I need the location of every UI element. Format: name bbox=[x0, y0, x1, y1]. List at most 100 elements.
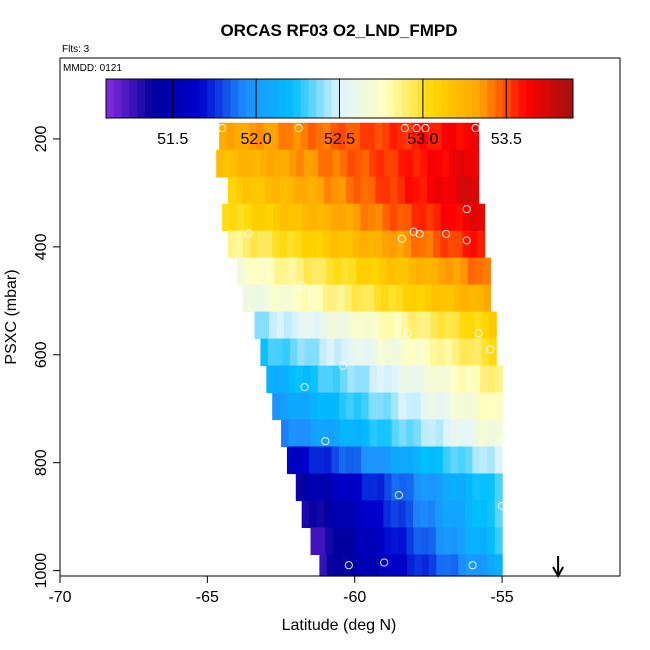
heatmap-cell bbox=[487, 365, 496, 394]
heatmap-cell bbox=[294, 392, 303, 421]
heatmap-cell bbox=[241, 122, 250, 151]
heatmap-cell bbox=[331, 203, 340, 232]
colorbar-swatch bbox=[214, 79, 224, 118]
heatmap-cell bbox=[242, 284, 251, 313]
heatmap-cell bbox=[325, 419, 334, 448]
heatmap-cell bbox=[323, 230, 332, 259]
heatmap-cell bbox=[326, 338, 335, 367]
colorbar-tick-label: 52.0 bbox=[241, 131, 272, 148]
heatmap-cell bbox=[305, 311, 314, 340]
heatmap-cell bbox=[303, 365, 312, 394]
heatmap-cell bbox=[348, 338, 357, 367]
colorbar-swatch bbox=[269, 79, 278, 118]
sample-point bbox=[321, 437, 330, 446]
sample-point bbox=[400, 124, 409, 133]
heatmap-cell bbox=[310, 473, 319, 502]
colorbar-swatch bbox=[502, 79, 512, 118]
heatmap-cell bbox=[465, 365, 474, 394]
heatmap-cell bbox=[251, 203, 260, 232]
heatmap-cell bbox=[427, 149, 436, 178]
heatmap-cell bbox=[356, 257, 365, 286]
heatmap-cell bbox=[313, 311, 322, 340]
colorbar-swatch bbox=[526, 79, 535, 118]
heatmap-cell bbox=[408, 311, 417, 340]
sample-point bbox=[380, 558, 389, 567]
colorbar-swatch bbox=[261, 79, 270, 118]
heatmap-cell bbox=[294, 203, 303, 232]
heatmap-cell bbox=[360, 176, 369, 205]
heatmap-cell bbox=[267, 149, 276, 178]
heatmap-cell bbox=[439, 284, 448, 313]
heatmap-cell bbox=[264, 284, 273, 313]
colorbar-swatch bbox=[285, 79, 294, 118]
heatmap-cell bbox=[469, 230, 478, 259]
heatmap-cell bbox=[376, 473, 385, 502]
sample-point bbox=[442, 229, 451, 238]
heatmap-cell bbox=[494, 500, 503, 529]
colorbar-swatch bbox=[277, 79, 286, 118]
heatmap-cell bbox=[236, 257, 245, 286]
heatmap-cell bbox=[287, 203, 296, 232]
heatmap-cell bbox=[435, 392, 444, 421]
heatmap-cell bbox=[458, 554, 467, 577]
heatmap-cell bbox=[438, 257, 447, 286]
heatmap-cell bbox=[494, 446, 503, 475]
heatmap-cell bbox=[324, 392, 333, 421]
heatmap-cell bbox=[450, 419, 459, 448]
heatmap-cell bbox=[367, 203, 376, 232]
heatmap-cell bbox=[472, 392, 481, 421]
heatmap-cell bbox=[353, 446, 362, 475]
heatmap-cell bbox=[258, 203, 267, 232]
heatmap-cell bbox=[435, 446, 444, 475]
heatmap-cell bbox=[325, 527, 334, 556]
heatmap-cell bbox=[383, 446, 392, 475]
heatmap-cell bbox=[303, 473, 312, 502]
heatmap-cell bbox=[325, 365, 334, 394]
heatmap-cell bbox=[309, 176, 318, 205]
heatmap-cell bbox=[413, 500, 422, 529]
heatmap-cell bbox=[457, 473, 466, 502]
heatmap-cell bbox=[450, 554, 459, 577]
heatmap-cell bbox=[406, 419, 415, 448]
colorbar-swatch bbox=[292, 79, 302, 118]
heatmap-cell bbox=[228, 176, 236, 205]
heatmap-cell bbox=[317, 527, 326, 556]
heatmap-cell bbox=[347, 473, 356, 502]
heatmap-cell bbox=[443, 419, 452, 448]
heatmap-cell bbox=[346, 446, 355, 475]
heatmap-cell bbox=[398, 500, 407, 529]
heatmap-cell bbox=[426, 203, 435, 232]
heatmap-cell bbox=[415, 311, 424, 340]
heatmap-cell bbox=[265, 203, 274, 232]
heatmap-cell bbox=[316, 500, 325, 529]
heatmap-cell bbox=[259, 149, 268, 178]
heatmap-cell bbox=[354, 527, 363, 556]
colorbar-swatch bbox=[393, 79, 403, 118]
heatmap-cell bbox=[368, 392, 377, 421]
heatmap-cell bbox=[386, 311, 395, 340]
sample-point bbox=[344, 561, 353, 570]
colorbar-swatch bbox=[152, 79, 161, 118]
heatmap-cell bbox=[279, 284, 288, 313]
heatmap-cell bbox=[250, 176, 259, 205]
heatmap-cell bbox=[426, 122, 435, 151]
heatmap-cell bbox=[467, 257, 477, 286]
heatmap-cell bbox=[322, 122, 331, 151]
heatmap-cell bbox=[483, 284, 491, 313]
heatmap-cell bbox=[450, 473, 459, 502]
heatmap-cell bbox=[274, 149, 283, 178]
heatmap-cell bbox=[378, 257, 387, 286]
heatmap-cell bbox=[462, 230, 471, 259]
heatmap-cell bbox=[331, 446, 340, 475]
heatmap-cell bbox=[295, 365, 304, 394]
heatmap-cell bbox=[235, 176, 244, 205]
colorbar-swatch bbox=[176, 79, 185, 118]
colorbar-swatch bbox=[113, 79, 123, 118]
heatmap-cell bbox=[421, 473, 430, 502]
heatmap-cell bbox=[405, 500, 414, 529]
heatmap-cell bbox=[472, 446, 481, 475]
heatmap-cell bbox=[395, 284, 404, 313]
heatmap-cell bbox=[391, 419, 400, 448]
heatmap-cell bbox=[456, 122, 465, 151]
heatmap-cell bbox=[463, 122, 472, 151]
